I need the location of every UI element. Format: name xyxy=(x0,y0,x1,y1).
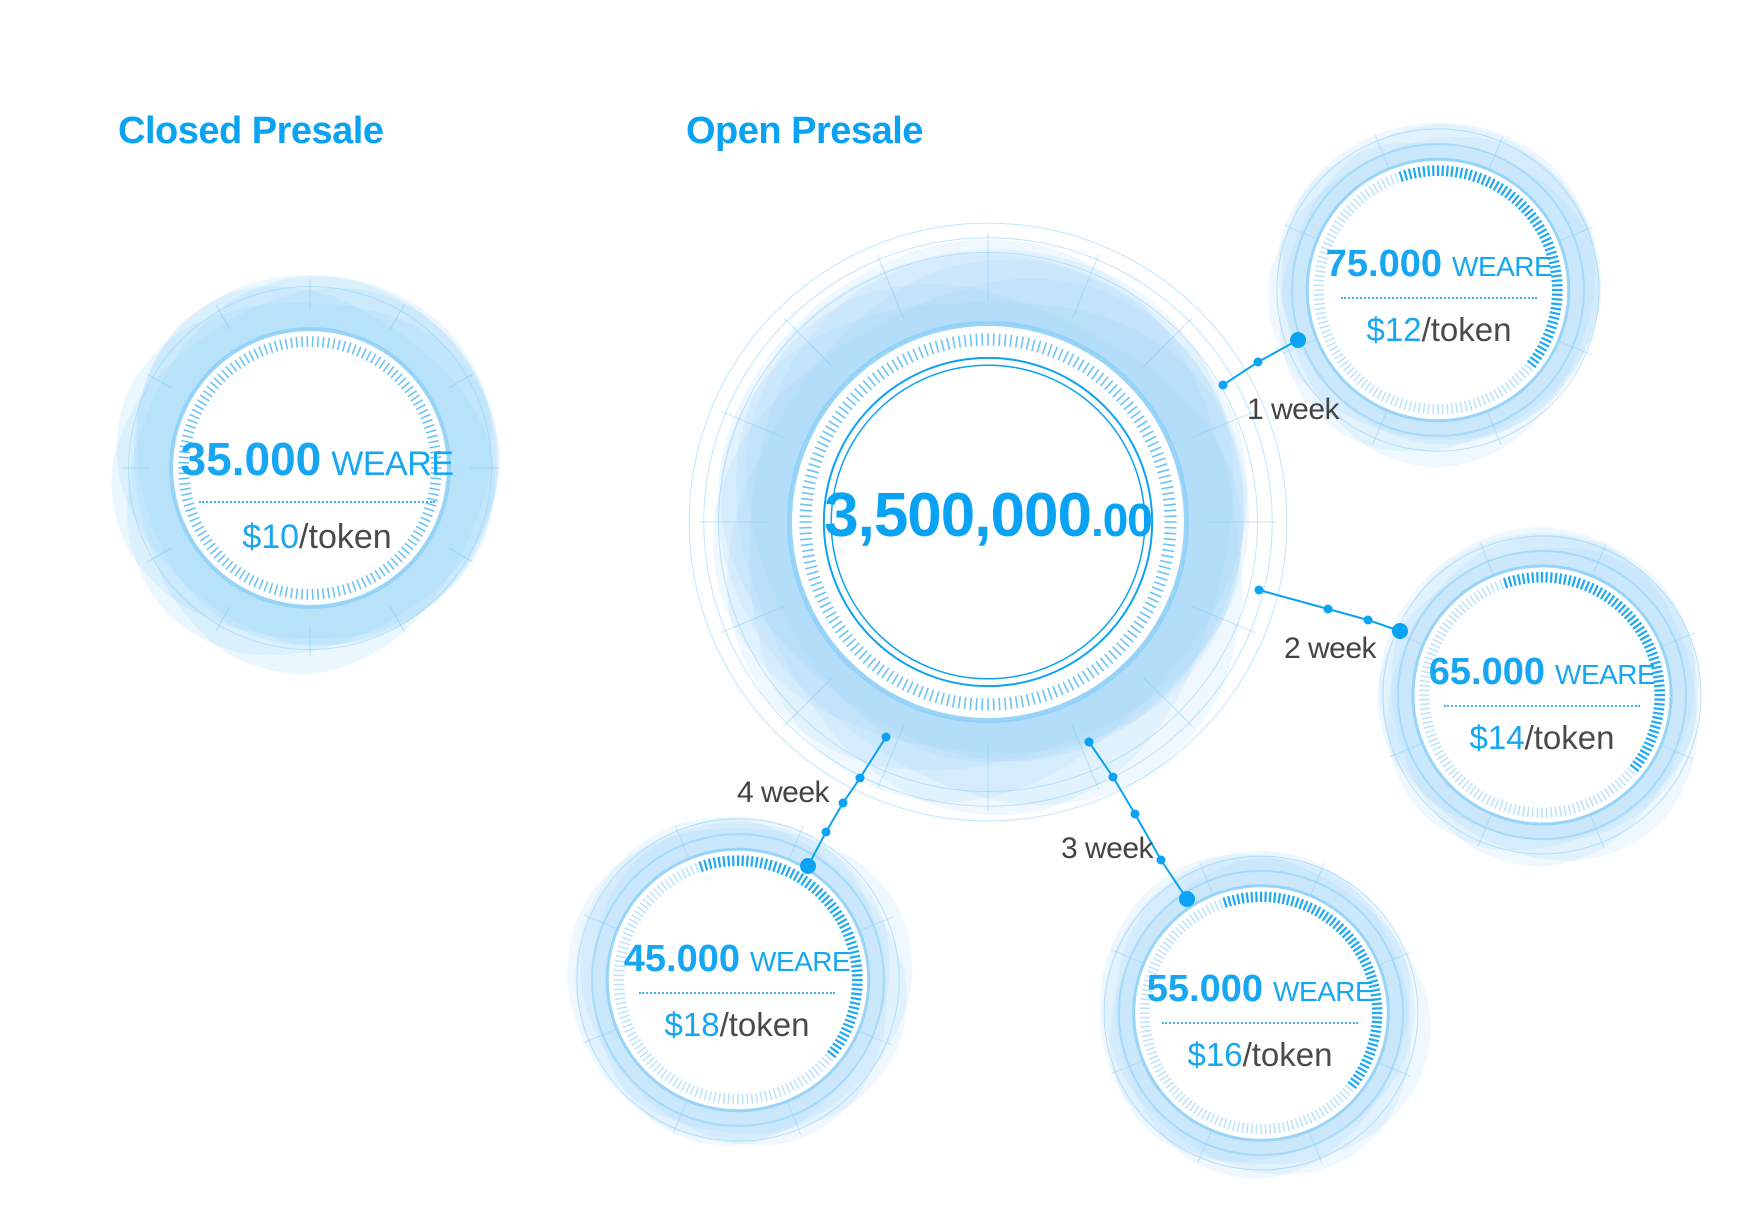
week-4-circle-art xyxy=(567,816,913,1146)
closed-presale-circle-art xyxy=(111,274,500,674)
week-3-label: 3 week xyxy=(1061,832,1154,865)
week-3-amount: 55.000 xyxy=(1146,968,1264,1010)
closed-presale-per: /token xyxy=(299,518,392,556)
week-3-badge: 55.000 WEARE $16/token xyxy=(1144,967,1376,1076)
week-1-price-line: $12/token xyxy=(1323,309,1555,351)
week-4-price-line: $18/token xyxy=(621,1004,853,1046)
week-1-circle-art xyxy=(1267,122,1602,468)
week-2-label: 2 week xyxy=(1284,632,1377,665)
week-2-price: $14 xyxy=(1469,719,1525,756)
closed-presale-amount-line: 35.000 WEARE xyxy=(172,432,462,491)
week-2-price-line: $14/token xyxy=(1426,717,1658,759)
week-4-price: $18 xyxy=(664,1006,720,1043)
open-presale-total: 3,500,000.00 xyxy=(813,480,1163,551)
closed-presale-title: Closed Presale xyxy=(118,110,384,152)
week-4-amount: 45.000 xyxy=(623,938,741,980)
closed-presale-badge: 35.000 WEARE $10/token xyxy=(172,432,462,559)
week-2-amount: 65.000 xyxy=(1428,651,1546,693)
week-1-badge: 75.000 WEARE $12/token xyxy=(1323,242,1555,351)
week-3-amount-line: 55.000 WEARE xyxy=(1144,967,1376,1014)
week-3-unit: WEARE xyxy=(1273,976,1374,1007)
closed-presale-amount: 35.000 xyxy=(180,433,322,485)
week-1-label: 1 week xyxy=(1247,393,1340,426)
week-1-per: /token xyxy=(1421,311,1512,348)
week-1-price: $12 xyxy=(1366,311,1422,348)
closed-presale-divider xyxy=(199,501,435,503)
week-1-unit: WEARE xyxy=(1452,251,1553,282)
week-4-badge: 45.000 WEARE $18/token xyxy=(621,937,853,1046)
week-3-circle-art xyxy=(1099,850,1431,1179)
week-3-divider xyxy=(1162,1022,1358,1024)
week-1-divider xyxy=(1341,297,1537,299)
closed-presale-unit: WEARE xyxy=(331,445,454,483)
week-3-price-line: $16/token xyxy=(1144,1034,1376,1076)
week-1-amount: 75.000 xyxy=(1325,243,1443,285)
week-1-amount-line: 75.000 WEARE xyxy=(1323,242,1555,289)
week-4-per: /token xyxy=(719,1006,810,1043)
week-2-badge: 65.000 WEARE $14/token xyxy=(1426,650,1658,759)
week-4-divider xyxy=(639,992,835,994)
open-presale-total-cents: .00 xyxy=(1090,494,1153,546)
week-3-per: /token xyxy=(1242,1036,1333,1073)
week-2-circle-art xyxy=(1377,527,1702,867)
week-4-unit: WEARE xyxy=(750,946,851,977)
closed-presale-price: $10 xyxy=(242,518,300,556)
week-2-divider xyxy=(1444,705,1640,707)
week-2-unit: WEARE xyxy=(1555,659,1656,690)
open-presale-total-main: 3,500,000 xyxy=(824,481,1092,550)
closed-presale-price-line: $10/token xyxy=(172,515,462,559)
open-presale-title: Open Presale xyxy=(686,110,923,152)
week-4-amount-line: 45.000 WEARE xyxy=(621,937,853,984)
week-3-price: $16 xyxy=(1187,1036,1243,1073)
week-2-amount-line: 65.000 WEARE xyxy=(1426,650,1658,697)
week-2-per: /token xyxy=(1524,719,1615,756)
week-4-label: 4 week xyxy=(737,776,830,809)
week-connectors xyxy=(800,332,1408,907)
open-presale-main-circle-art xyxy=(688,222,1288,822)
